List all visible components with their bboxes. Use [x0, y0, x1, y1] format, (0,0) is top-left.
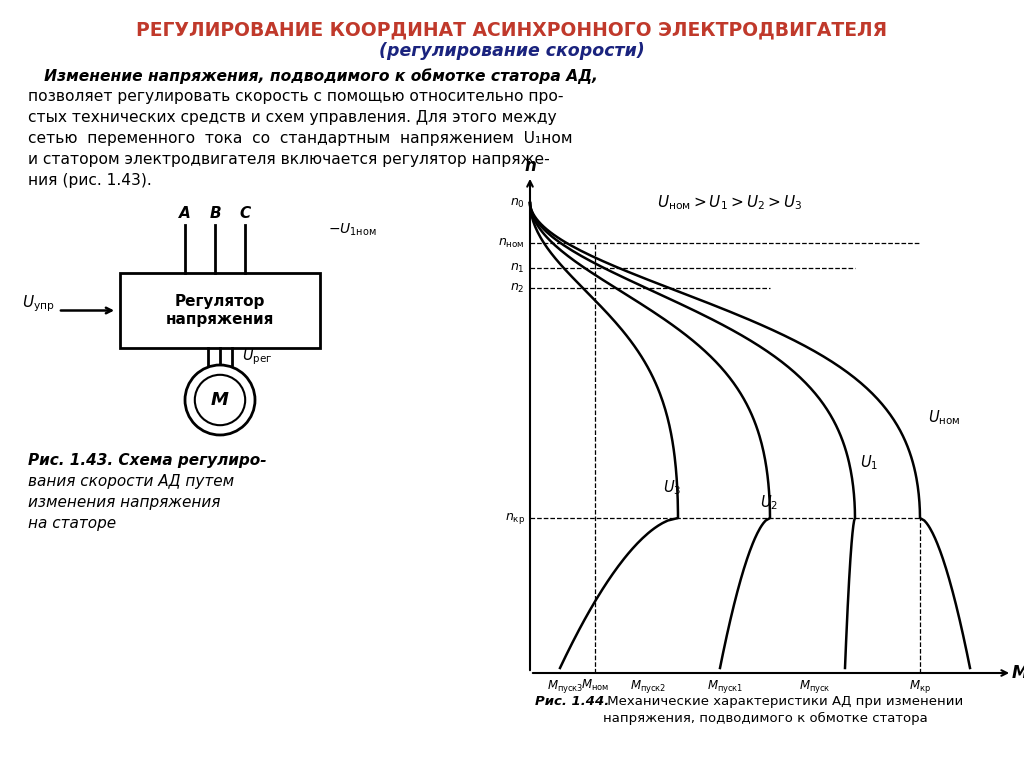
Text: стых технических средств и схем управления. Для этого между: стых технических средств и схем управлен… — [28, 110, 557, 125]
Bar — [120, 273, 319, 348]
Text: $U_2$: $U_2$ — [760, 494, 778, 512]
Text: (регулирование скорости): (регулирование скорости) — [379, 42, 645, 60]
Text: $U_{\text{упр}}$: $U_{\text{упр}}$ — [23, 293, 55, 314]
Text: $M_{\text{ном}}$: $M_{\text{ном}}$ — [581, 678, 609, 693]
Text: $M_{\text{пуск}2}$: $M_{\text{пуск}2}$ — [630, 678, 667, 695]
Text: РЕГУЛИРОВАНИЕ КООРДИНАТ АСИНХРОННОГО ЭЛЕКТРОДВИГАТЕЛЯ: РЕГУЛИРОВАНИЕ КООРДИНАТ АСИНХРОННОГО ЭЛЕ… — [136, 20, 888, 39]
Text: $M_{\text{кр}}$: $M_{\text{кр}}$ — [909, 678, 931, 695]
Text: M: M — [1012, 664, 1024, 682]
Text: C: C — [240, 206, 251, 221]
Circle shape — [195, 375, 245, 425]
Text: $n_2$: $n_2$ — [511, 281, 525, 295]
Text: Изменение напряжения, подводимого к обмотке статора АД,: Изменение напряжения, подводимого к обмо… — [28, 68, 598, 84]
Text: $U_1$: $U_1$ — [860, 454, 879, 472]
Text: сетью  переменного  тока  со  стандартным  напряжением  U₁ном: сетью переменного тока со стандартным на… — [28, 131, 572, 146]
Text: B: B — [209, 206, 221, 221]
Text: М: М — [211, 391, 229, 409]
Text: $n_{\text{кр}}$: $n_{\text{кр}}$ — [505, 511, 525, 525]
Text: $M_{\text{пуск}3}$: $M_{\text{пуск}3}$ — [547, 678, 584, 695]
Text: Рис. 1.44.: Рис. 1.44. — [535, 695, 609, 708]
Text: вания скорости АД путем: вания скорости АД путем — [28, 474, 234, 489]
Text: $n_{\text{ном}}$: $n_{\text{ном}}$ — [499, 237, 525, 250]
Text: Механические характеристики АД при изменении: Механические характеристики АД при измен… — [603, 695, 964, 708]
Circle shape — [185, 365, 255, 435]
Text: $U_{\text{ном}}$: $U_{\text{ном}}$ — [928, 409, 961, 427]
Text: $n_0$: $n_0$ — [510, 197, 525, 210]
Text: $U_3$: $U_3$ — [663, 478, 681, 498]
Text: $M_{\text{пуск}1}$: $M_{\text{пуск}1}$ — [707, 678, 743, 695]
Text: ния (рис. 1.43).: ния (рис. 1.43). — [28, 173, 152, 188]
Text: $U_{\text{ном}}>U_1>U_2>U_3$: $U_{\text{ном}}>U_1>U_2>U_3$ — [657, 193, 803, 212]
Text: Регулятор: Регулятор — [175, 294, 265, 309]
Text: и статором электродвигателя включается регулятор напряже-: и статором электродвигателя включается р… — [28, 152, 550, 167]
Text: позволяет регулировать скорость с помощью относительно про-: позволяет регулировать скорость с помощь… — [28, 89, 563, 104]
Text: n: n — [524, 157, 536, 175]
Text: напряжения: напряжения — [166, 312, 274, 327]
Text: $M_{\text{пуск}}$: $M_{\text{пуск}}$ — [799, 678, 830, 695]
Text: $n_1$: $n_1$ — [510, 261, 525, 274]
Text: $U_{\text{рег}}$: $U_{\text{рег}}$ — [242, 346, 272, 367]
Text: изменения напряжения: изменения напряжения — [28, 495, 220, 510]
Text: $-U_{1\text{ном}}$: $-U_{1\text{ном}}$ — [328, 222, 377, 238]
Text: на статоре: на статоре — [28, 516, 116, 531]
Text: напряжения, подводимого к обмотке статора: напряжения, подводимого к обмотке статор… — [603, 712, 928, 725]
Text: A: A — [179, 206, 190, 221]
Text: Рис. 1.43. Схема регулиро-: Рис. 1.43. Схема регулиро- — [28, 453, 266, 468]
